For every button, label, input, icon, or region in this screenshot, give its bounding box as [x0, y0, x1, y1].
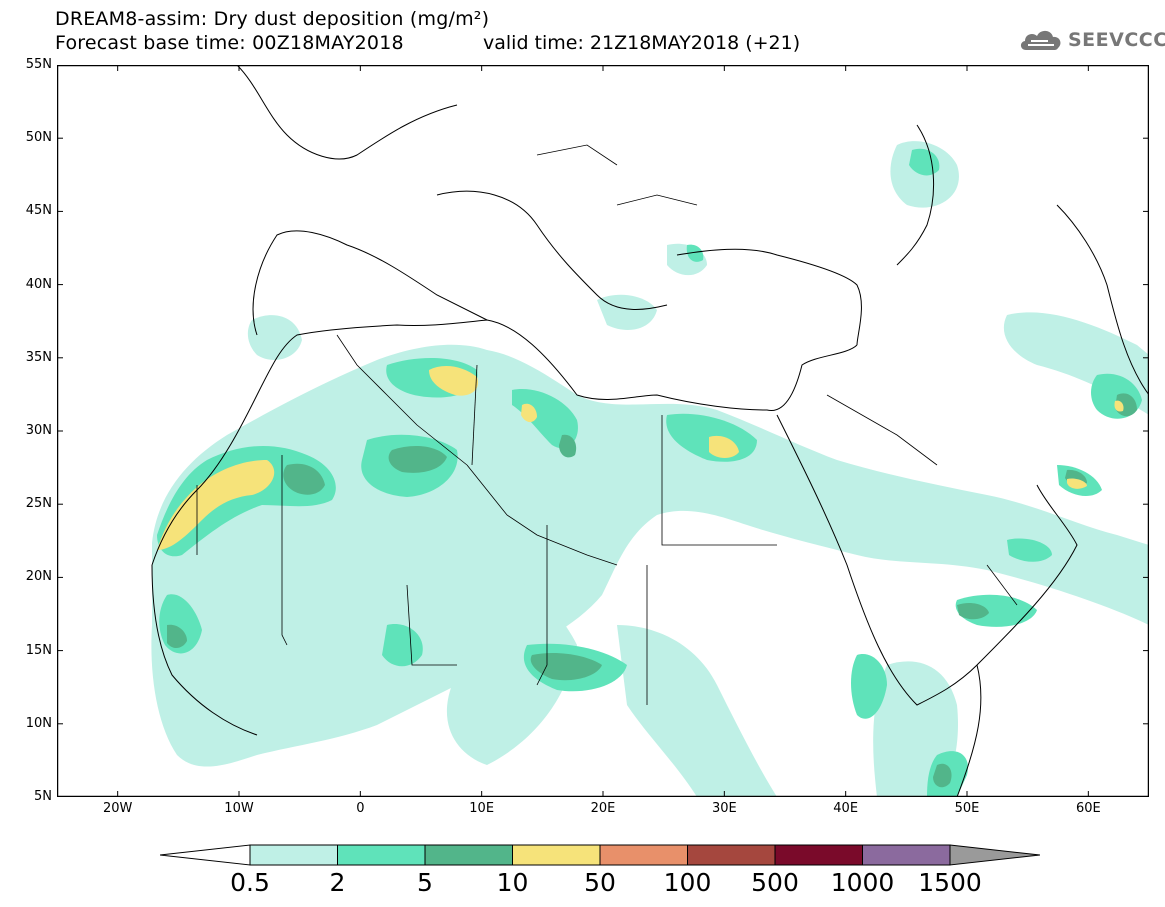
lon-label-50e: 50E — [954, 801, 980, 816]
lon-label-30e: 30E — [711, 801, 737, 816]
valid-time: valid time: 21Z18MAY2018 (+21) — [483, 32, 801, 54]
legend-colorbar — [160, 844, 1040, 866]
lon-label-10e: 10E — [469, 801, 495, 816]
lat-label-5n: 5N — [34, 789, 52, 804]
lat-label-15n: 15N — [25, 642, 52, 658]
legend-high-arrow — [949, 844, 1040, 866]
legend-label: 2 — [329, 868, 346, 897]
legend-label: 0.5 — [230, 868, 270, 897]
lon-label-10w: 10W — [224, 801, 254, 816]
lat-label-55n: 55N — [25, 57, 52, 72]
seevccc-logo: SEEVCCC — [1018, 26, 1165, 54]
lat-label-30n: 30N — [25, 423, 52, 438]
forecast-base-time: Forecast base time: 00Z18MAY2018 — [55, 32, 404, 54]
lat-label-35n: 35N — [25, 349, 52, 365]
legend-label: 5 — [417, 868, 433, 897]
legend-label: 50 — [584, 868, 616, 897]
legend-label: 1000 — [830, 868, 895, 897]
country-borders — [196, 144, 1018, 705]
legend-swatch — [687, 844, 776, 866]
legend-label: 500 — [751, 868, 799, 897]
legend-label: 10 — [496, 868, 529, 897]
dust-deposition-map — [57, 65, 1149, 797]
lat-label-50n: 50N — [25, 130, 52, 146]
map-title: DREAM8-assim: Dry dust deposition (mg/m²… — [55, 8, 490, 30]
logo-text: SEEVCCC — [1068, 29, 1165, 51]
legend-swatch — [599, 844, 688, 866]
coastlines — [151, 65, 1149, 797]
legend-low-arrow — [160, 844, 251, 866]
lat-label-20n: 20N — [25, 569, 52, 585]
cloud-icon — [1020, 30, 1061, 50]
legend-swatch — [424, 844, 513, 866]
lat-label-25n: 25N — [25, 496, 52, 512]
lon-label-0: 0 — [356, 801, 365, 816]
lat-label-10n: 10N — [25, 715, 52, 731]
legend-swatch — [337, 844, 426, 866]
lon-label-60e: 60E — [1075, 801, 1101, 816]
legend-label: 1500 — [918, 868, 982, 897]
lon-label-20w: 20W — [102, 801, 133, 816]
deposition-level-4 — [157, 365, 1124, 550]
legend-label: 100 — [663, 868, 712, 897]
lon-label-20e: 20E — [590, 801, 616, 816]
deposition-level-3 — [167, 393, 1137, 788]
axis-ticks — [57, 65, 1149, 797]
lon-label-40e: 40E — [833, 801, 859, 816]
legend-swatch — [774, 844, 863, 866]
lat-label-45n: 45N — [25, 203, 52, 219]
legend-swatch — [512, 844, 601, 866]
lat-label-40n: 40N — [25, 276, 52, 292]
legend-swatch — [249, 844, 338, 866]
legend-swatch — [862, 844, 951, 866]
